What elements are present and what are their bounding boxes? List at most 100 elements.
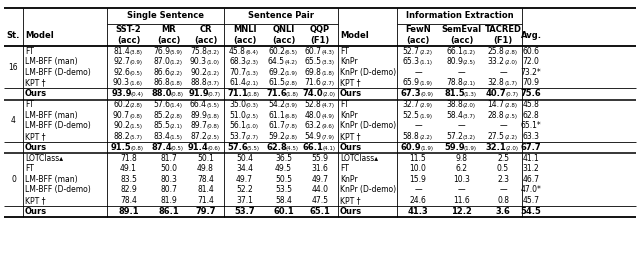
Text: —: — [499, 185, 507, 194]
Text: (1.8): (1.8) [170, 82, 183, 87]
Text: (2.0): (2.0) [463, 103, 476, 108]
Text: (9.6): (9.6) [321, 124, 334, 129]
Text: 32.1: 32.1 [486, 143, 506, 152]
Text: 2.5: 2.5 [497, 154, 509, 163]
Text: 0.8: 0.8 [497, 196, 509, 205]
Text: (1.3): (1.3) [246, 71, 259, 76]
Text: 75.6: 75.6 [520, 89, 541, 98]
Text: (1.9): (1.9) [463, 146, 477, 151]
Text: (2.8): (2.8) [130, 103, 143, 108]
Text: Ours: Ours [340, 207, 362, 216]
Text: (2.8): (2.8) [285, 135, 298, 140]
Text: 28.8: 28.8 [488, 111, 504, 120]
Text: 11.6: 11.6 [453, 196, 470, 205]
Text: (1.9): (1.9) [419, 114, 433, 119]
Text: 65.1: 65.1 [310, 207, 330, 216]
Text: 0: 0 [11, 175, 16, 184]
Text: 70.9: 70.9 [522, 78, 540, 87]
Text: 53.5: 53.5 [275, 185, 292, 194]
Text: 36.5: 36.5 [275, 154, 292, 163]
Text: —: — [499, 121, 507, 130]
Text: (3.3): (3.3) [321, 60, 334, 65]
Text: 48.0: 48.0 [305, 111, 321, 120]
Text: (4.7): (4.7) [321, 103, 334, 108]
Text: (2.2): (2.2) [170, 71, 183, 76]
Text: 38.8: 38.8 [446, 100, 463, 109]
Text: (2.2): (2.2) [419, 50, 433, 55]
Text: 64.5: 64.5 [268, 57, 285, 66]
Text: 71.6: 71.6 [266, 89, 287, 98]
Text: 49.7: 49.7 [236, 175, 253, 184]
Text: (0.8): (0.8) [207, 124, 220, 129]
Text: (4.9): (4.9) [321, 114, 334, 119]
Text: 67.3: 67.3 [401, 89, 421, 98]
Text: 71.8: 71.8 [120, 154, 137, 163]
Text: (3.7): (3.7) [463, 114, 476, 119]
Text: (1.9): (1.9) [419, 82, 433, 87]
Text: 63.2: 63.2 [305, 121, 321, 130]
Text: (4.1): (4.1) [322, 146, 335, 151]
Text: 16: 16 [9, 63, 19, 72]
Text: —: — [499, 68, 507, 77]
Text: 86.1: 86.1 [158, 207, 179, 216]
Text: KPT †: KPT † [25, 196, 45, 205]
Text: (2.7): (2.7) [246, 135, 259, 140]
Text: FT: FT [340, 164, 349, 173]
Text: —: — [458, 68, 465, 77]
Text: Ours: Ours [340, 143, 362, 152]
Text: 81.4: 81.4 [197, 185, 214, 194]
Text: 40.7: 40.7 [486, 89, 506, 98]
Text: LM-BFF (D-demo): LM-BFF (D-demo) [25, 68, 91, 77]
Text: (1.2): (1.2) [170, 60, 183, 65]
Text: 41.3: 41.3 [408, 207, 428, 216]
Text: 50.1: 50.1 [197, 154, 214, 163]
Text: (2.5): (2.5) [207, 135, 220, 140]
Text: 65.3: 65.3 [403, 57, 419, 66]
Text: 60.2: 60.2 [113, 100, 130, 109]
Text: 88.2: 88.2 [113, 132, 130, 141]
Text: 88.8: 88.8 [190, 78, 207, 87]
Text: 11.5: 11.5 [410, 154, 426, 163]
Text: 87.2: 87.2 [190, 132, 207, 141]
Text: (2.0): (2.0) [505, 146, 518, 151]
Text: (0.5): (0.5) [171, 146, 184, 151]
Text: 33.2: 33.2 [488, 57, 504, 66]
Text: LM-BFF (D-demo): LM-BFF (D-demo) [25, 185, 91, 194]
Text: FewN
(acc): FewN (acc) [405, 25, 431, 45]
Text: (2.5): (2.5) [463, 60, 476, 65]
Text: 6.2: 6.2 [456, 164, 467, 173]
Text: Ours: Ours [25, 143, 47, 152]
Text: KnPr: KnPr [340, 111, 358, 120]
Text: TACRED
(F1): TACRED (F1) [484, 25, 522, 45]
Text: SemEval
(acc): SemEval (acc) [442, 25, 481, 45]
Text: 83.4: 83.4 [153, 132, 170, 141]
Text: (2.8): (2.8) [504, 103, 517, 108]
Text: (2.8): (2.8) [170, 114, 183, 119]
Text: (2.7): (2.7) [321, 82, 334, 87]
Text: 60.9: 60.9 [401, 143, 421, 152]
Text: 52.7: 52.7 [403, 47, 419, 56]
Text: 93.9: 93.9 [111, 89, 132, 98]
Text: 91.4: 91.4 [188, 143, 209, 152]
Text: 91.5: 91.5 [111, 143, 132, 152]
Text: (2.2): (2.2) [504, 135, 517, 140]
Text: 71.4: 71.4 [197, 196, 214, 205]
Text: SST-2
(acc): SST-2 (acc) [116, 25, 141, 45]
Text: (2.0): (2.0) [322, 93, 335, 98]
Text: 50.5: 50.5 [275, 175, 292, 184]
Text: 75.8: 75.8 [190, 47, 207, 56]
Text: (1.1): (1.1) [419, 60, 433, 65]
Text: 45.8: 45.8 [229, 47, 246, 56]
Text: 69.8: 69.8 [305, 68, 321, 77]
Text: 89.1: 89.1 [118, 207, 139, 216]
Text: 67.7: 67.7 [521, 143, 541, 152]
Text: 78.4: 78.4 [120, 196, 137, 205]
Text: 44.0: 44.0 [312, 185, 328, 194]
Text: (2.1): (2.1) [246, 82, 259, 87]
Text: 63.3: 63.3 [522, 132, 540, 141]
Text: LM-BFF (man): LM-BFF (man) [25, 57, 77, 66]
Text: 60.1: 60.1 [273, 207, 294, 216]
Text: 59.9: 59.9 [444, 143, 465, 152]
Text: (2.3): (2.3) [246, 60, 259, 65]
Text: 54.2: 54.2 [268, 100, 285, 109]
